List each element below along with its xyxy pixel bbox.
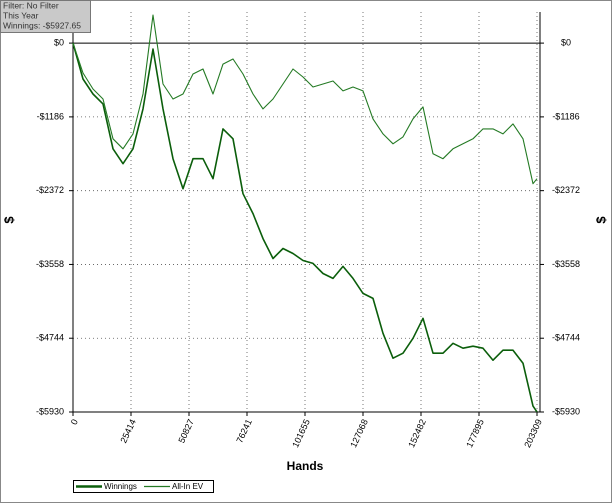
y-tick-label: -$1186 xyxy=(37,111,64,121)
y2-tick-label: -$3558 xyxy=(552,259,580,269)
legend-box xyxy=(73,480,214,493)
y2-tick-label: -$4744 xyxy=(552,333,580,343)
legend: Winnings All-In EV xyxy=(73,480,214,493)
y-tick-label: -$3558 xyxy=(36,259,64,269)
y-tick-label: $0 xyxy=(54,37,64,47)
y-tick-label: -$5930 xyxy=(36,406,64,416)
y2-tick-label: -$2372 xyxy=(552,185,580,195)
x-axis-label: Hands xyxy=(287,459,324,473)
y-tick-label: -$2372 xyxy=(36,185,64,195)
info-box-bg xyxy=(0,0,91,33)
y2-axis-label: $ xyxy=(593,216,608,224)
legend-label: Winnings xyxy=(104,482,137,491)
y2-tick-label: -$1186 xyxy=(552,111,579,121)
info-text: Filter: No Filter xyxy=(3,0,59,10)
x-tick-label: 0 xyxy=(69,418,80,427)
series-line xyxy=(72,14,538,185)
legend-label: All-In EV xyxy=(172,482,204,491)
y-axis-label: $ xyxy=(1,216,16,224)
info-text: This Year xyxy=(3,10,39,20)
y2-tick-label: $0 xyxy=(561,37,571,47)
y2-tick-label: -$5930 xyxy=(552,406,580,416)
info-text: Winnings: -$5927.65 xyxy=(3,20,81,30)
y-tick-label: -$4744 xyxy=(36,333,64,343)
series-line xyxy=(72,42,538,413)
